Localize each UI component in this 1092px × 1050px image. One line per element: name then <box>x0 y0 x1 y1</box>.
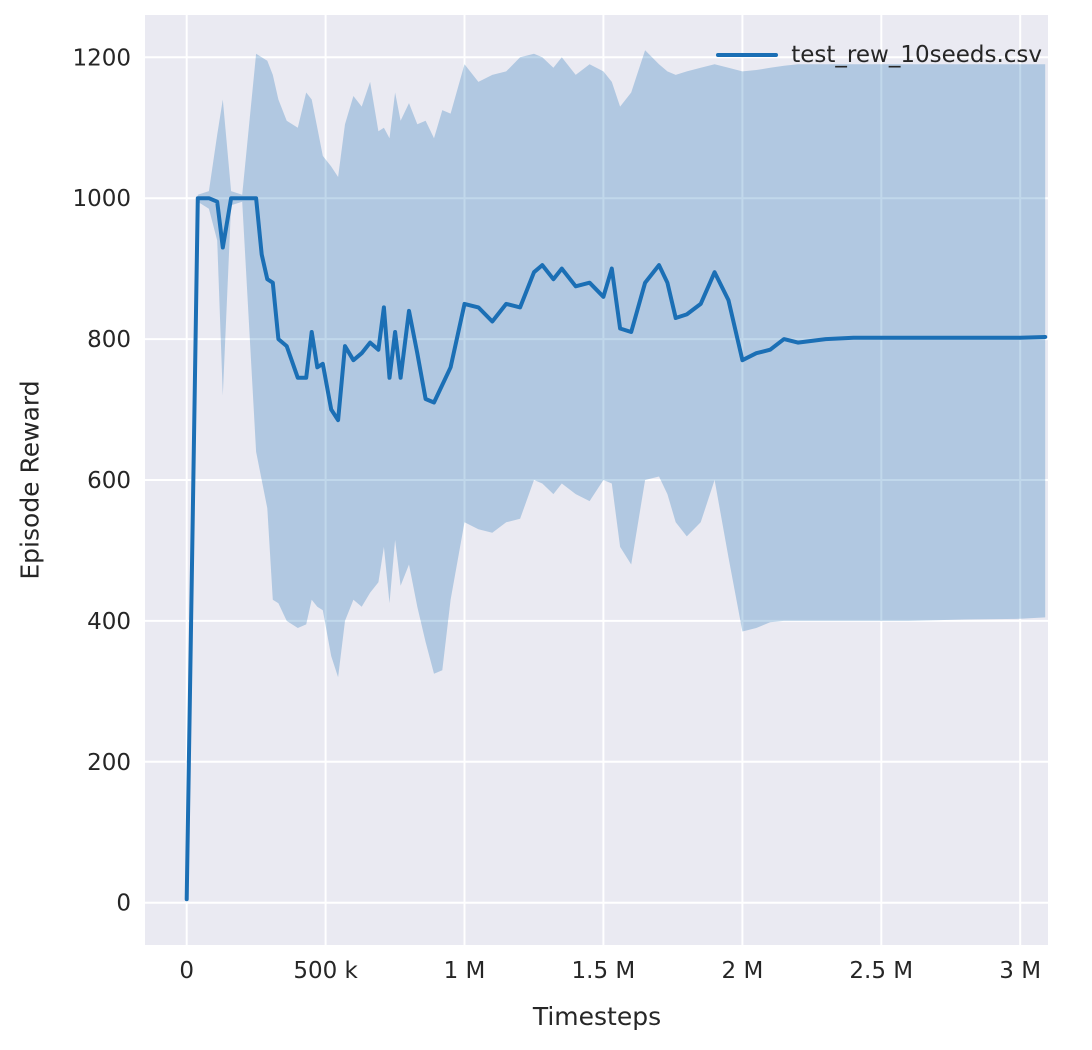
x-tick-label: 1.5 M <box>572 958 636 984</box>
x-tick-label: 2 M <box>722 958 764 984</box>
y-tick-label: 400 <box>87 609 131 635</box>
y-tick-label: 200 <box>87 750 131 776</box>
mean-line <box>184 196 1048 902</box>
x-tick-label: 500 k <box>293 958 358 984</box>
x-tick-label: 0 <box>179 958 194 984</box>
legend-line-swatch <box>716 52 779 58</box>
legend: test_rew_10seeds.csv <box>716 42 1042 68</box>
y-tick-label: 800 <box>87 327 131 353</box>
y-tick-label: 600 <box>87 468 131 494</box>
x-tick-label: 3 M <box>999 958 1041 984</box>
x-tick-label: 2.5 M <box>849 958 913 984</box>
y-axis-label: Episode Reward <box>15 380 45 580</box>
y-tick-label: 1200 <box>72 45 131 71</box>
y-tick-label: 1000 <box>72 186 131 212</box>
x-tick-label: 1 M <box>444 958 486 984</box>
x-axis-label: Timesteps <box>532 1002 662 1031</box>
confidence-band <box>186 50 1046 900</box>
legend-label: test_rew_10seeds.csv <box>791 42 1042 68</box>
y-tick-label: 0 <box>116 891 131 917</box>
